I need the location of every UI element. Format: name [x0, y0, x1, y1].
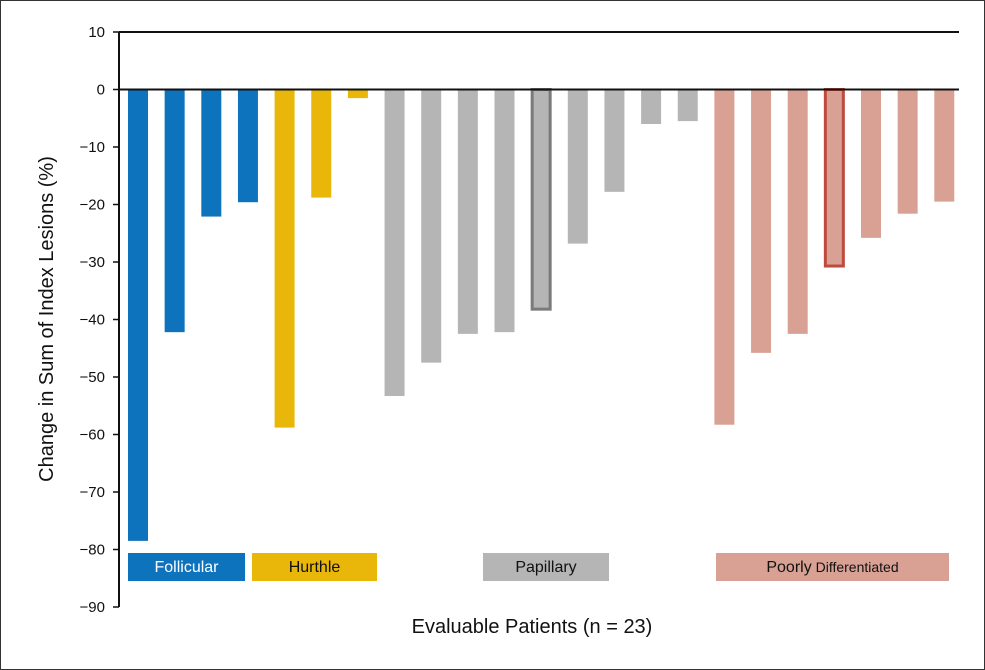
bar: [421, 89, 442, 363]
y-tick-label: −70: [80, 484, 105, 501]
y-axis-title: Change in Sum of Index Lesions (%): [36, 156, 58, 482]
bar: [237, 89, 258, 203]
bar: [641, 89, 662, 124]
bar: [311, 89, 332, 198]
bar: [457, 89, 478, 334]
legend-swatch: [716, 553, 949, 581]
bar: [861, 89, 881, 238]
bar: [128, 89, 148, 541]
legend-label: Follicular: [154, 559, 219, 576]
y-tick-label: 0: [97, 82, 105, 99]
bar: [934, 89, 955, 202]
bar: [347, 89, 368, 99]
bar: [384, 89, 405, 396]
bar-highlighted: [530, 88, 552, 311]
legend: Follicular Hurthle Papillary Poorly Differe…: [128, 553, 949, 581]
y-tick-label: −80: [80, 542, 105, 559]
y-tick-label: −20: [80, 197, 105, 214]
bars-layer: [128, 88, 955, 541]
y-tick-label: −30: [80, 254, 105, 271]
bar: [274, 89, 295, 428]
x-axis-title: Evaluable Patients (n = 23): [412, 616, 653, 638]
legend-swatch: [483, 553, 609, 581]
bar-highlighted: [823, 88, 845, 268]
y-tick-label: −40: [80, 312, 105, 329]
legend-label: Poorly Differentiated: [766, 559, 898, 576]
bar: [494, 89, 515, 333]
bar: [567, 89, 588, 244]
bar: [714, 89, 735, 425]
y-tick-label: −50: [80, 369, 105, 386]
legend-swatch: [252, 553, 377, 581]
bar: [787, 89, 808, 334]
bar: [751, 89, 772, 353]
y-tick-label: −10: [80, 139, 105, 156]
bar: [677, 89, 698, 122]
bar: [201, 89, 222, 217]
legend-label: Hurthle: [289, 559, 341, 576]
bar: [897, 89, 918, 214]
y-tick-label: 10: [88, 24, 105, 41]
bar: [164, 89, 185, 333]
y-tick-label: −60: [80, 427, 105, 444]
y-tick-label: −90: [80, 599, 105, 616]
legend-swatch: [128, 553, 245, 581]
bar: [604, 89, 625, 192]
legend-label: Papillary: [515, 559, 576, 576]
y-ticks: 10 0 −10 −20 −30 −40 −50 −60 −70 −80 −90: [80, 24, 119, 616]
